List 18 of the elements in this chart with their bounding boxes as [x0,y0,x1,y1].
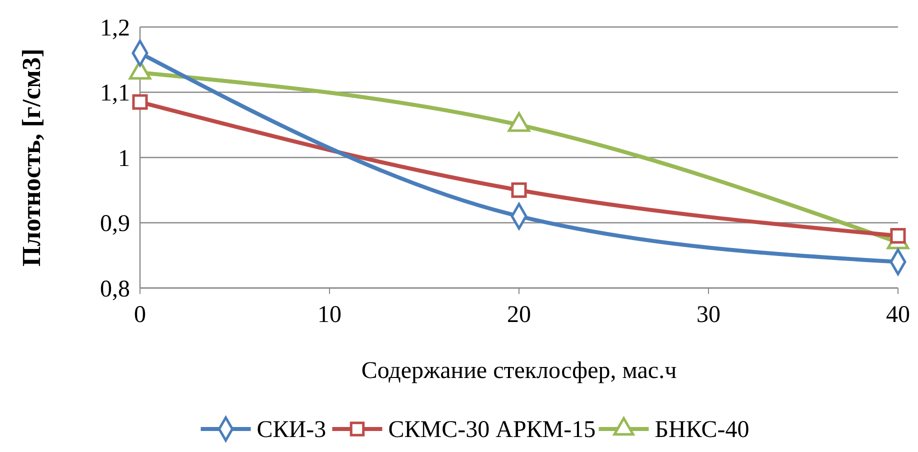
legend-label: СКМС-30 АРКМ-15 [388,417,596,443]
y-tick-label: 1,1 [100,80,130,107]
y-axis-title: Плотность, [г/см3] [17,48,46,266]
y-tick-label: 1,2 [100,15,130,42]
x-tick-label: 10 [318,302,342,328]
x-tick-label: 30 [696,302,720,328]
x-tick-label: 20 [507,302,531,328]
legend-label: БНКС-40 [654,417,750,443]
x-axis-title: Содержание стеклосфер, мас.ч [361,358,677,384]
point [890,228,906,244]
point [511,182,527,198]
y-tick-label: 0,9 [100,211,130,238]
x-tick-label: 40 [886,302,910,328]
x-tick-label: 0 [134,302,146,328]
y-tick-label: 0,8 [100,276,130,302]
y-tick-label: 1 [118,146,130,172]
point [132,94,148,110]
legend-label: СКИ-3 [256,417,326,443]
